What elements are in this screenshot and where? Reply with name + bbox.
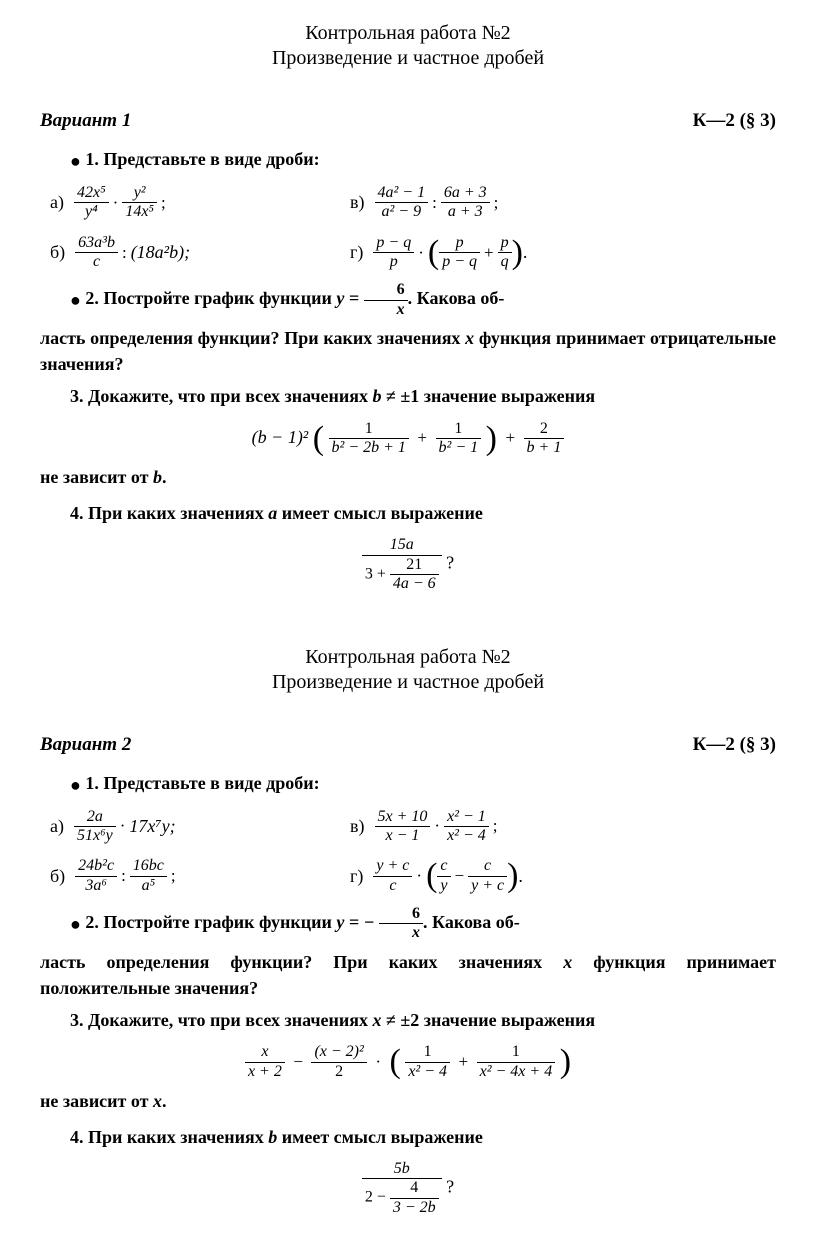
p4-text-b: имеет смысл выражение bbox=[282, 1127, 483, 1147]
problem-1v: в) 4a² − 1a² − 9 : 6a + 3a + 3 ; bbox=[340, 184, 640, 222]
problem-1-row-1: а) 42x⁵y⁴ · y²14x⁵ ; в) 4a² − 1a² − 9 : … bbox=[40, 180, 776, 226]
p3-text-b: значение выражения bbox=[424, 386, 595, 406]
p3-var: b bbox=[373, 386, 382, 406]
p2-text-a: Постройте график функции bbox=[103, 289, 336, 309]
p3-text-b: значение выражения bbox=[424, 1010, 595, 1030]
problem-number: 4. bbox=[70, 1127, 84, 1147]
p4-text-a: При каких значениях bbox=[88, 503, 268, 523]
p3-text-a: Докажите, что при всех значениях bbox=[88, 1010, 373, 1030]
problem-number: 3. bbox=[70, 386, 84, 406]
problem-1g: г) y + cc · ( cy − cy + c ). bbox=[340, 857, 640, 895]
problem-1v: в) 5x + 10x − 1 · x² − 1x² − 4 ; bbox=[340, 808, 640, 846]
bullet-icon: ● bbox=[70, 774, 81, 794]
problem-number: 2. bbox=[85, 289, 99, 309]
label-b: б) bbox=[50, 242, 65, 263]
problem-1-row-2: б) 24b²c3a⁶ : 16bca⁵ ; г) y + cc · ( cy … bbox=[40, 853, 776, 899]
y-equals: y = − bbox=[336, 912, 374, 932]
problem-1-head: ● 1. Представьте в виде дроби: bbox=[40, 770, 776, 798]
problem-1b: б) 63a³bc : (18a²b); bbox=[40, 234, 340, 272]
qmark: ? bbox=[446, 553, 454, 573]
problem-3: 3. Докажите, что при всех значениях x ≠ … bbox=[40, 1007, 776, 1033]
problem-3-equation: (b − 1)² ( 1b² − 2b + 1 + 1b² − 1 ) + 2b… bbox=[40, 420, 776, 458]
problem-1-text: Представьте в виде дроби: bbox=[103, 773, 319, 793]
problem-1b: б) 24b²c3a⁶ : 16bca⁵ ; bbox=[40, 857, 340, 895]
variant-label: Вариант 1 bbox=[40, 110, 131, 132]
label-g: г) bbox=[350, 242, 363, 263]
bullet-icon: ● bbox=[70, 290, 81, 310]
label-v: в) bbox=[350, 192, 365, 213]
text-17x7y: 17x⁷y; bbox=[129, 816, 175, 837]
label-a: а) bbox=[50, 192, 64, 213]
problem-number: 2. bbox=[85, 912, 99, 932]
p3-pre: (b − 1)² bbox=[252, 427, 309, 447]
problem-1g: г) p − qp · ( pp − q + pq ). bbox=[340, 234, 640, 272]
variant-header-row: Вариант 2 К—2 (§ 3) bbox=[40, 734, 776, 756]
problem-1-row-2: б) 63a³bc : (18a²b); г) p − qp · ( pp − … bbox=[40, 230, 776, 276]
p2-text-c: ласть определения функции? При каких зна… bbox=[40, 952, 563, 972]
label-a: а) bbox=[50, 816, 64, 837]
problem-3: 3. Докажите, что при всех значениях b ≠ … bbox=[40, 383, 776, 409]
label-b: б) bbox=[50, 866, 65, 887]
y-equals: y = bbox=[336, 289, 359, 309]
problem-3-equation: xx + 2 − (x − 2)²2 · ( 1x² − 4 + 1x² − 4… bbox=[40, 1043, 776, 1081]
p4-var: a bbox=[268, 503, 277, 523]
variant-header-row: Вариант 1 К—2 (§ 3) bbox=[40, 110, 776, 132]
problem-2-cont: ласть определения функции? При каких зна… bbox=[40, 325, 776, 377]
variant-2-block: Вариант 2 К—2 (§ 3) ● 1. Представьте в в… bbox=[40, 734, 776, 1218]
problem-2: ● 2. Постройте график функции y = − 6x. … bbox=[40, 905, 776, 943]
problem-1a: а) 2a51x⁶y · 17x⁷y; bbox=[40, 808, 340, 846]
p3-var: x bbox=[373, 1010, 382, 1030]
problem-4-equation: 5b 2 − 43 − 2b ? bbox=[40, 1160, 776, 1217]
k-label: К—2 (§ 3) bbox=[693, 110, 776, 132]
problem-4: 4. При каких значениях b имеет смысл выр… bbox=[40, 1124, 776, 1150]
problem-number: 4. bbox=[70, 503, 84, 523]
page-subtitle-2: Произведение и частное дробей bbox=[40, 671, 776, 694]
problem-1-text: Представьте в виде дроби: bbox=[103, 149, 319, 169]
problem-4: 4. При каких значениях a имеет смысл выр… bbox=[40, 500, 776, 526]
p2-text-c: ласть определения функции? При каких зна… bbox=[40, 328, 465, 348]
bullet-icon: ● bbox=[70, 914, 81, 934]
k-label: К—2 (§ 3) bbox=[693, 734, 776, 756]
label-v: в) bbox=[350, 816, 365, 837]
p4-text-b: имеет смысл выражение bbox=[282, 503, 483, 523]
problem-1-head: ● 1. Представьте в виде дроби: bbox=[40, 146, 776, 174]
x-var: x bbox=[465, 328, 474, 348]
p4-text-a: При каких значениях bbox=[88, 1127, 268, 1147]
variant-1-block: Вариант 1 К—2 (§ 3) ● 1. Представьте в в… bbox=[40, 110, 776, 594]
p3-cond: ≠ ±1 bbox=[382, 386, 420, 406]
label-g: г) bbox=[350, 866, 363, 887]
problem-2-cont: ласть определения функции? При каких зна… bbox=[40, 949, 776, 1001]
text-18a2b: (18a²b); bbox=[131, 242, 190, 263]
bullet-icon: ● bbox=[70, 151, 81, 171]
p3-text-a: Докажите, что при всех значениях bbox=[88, 386, 373, 406]
variant-label: Вариант 2 bbox=[40, 734, 131, 756]
problem-number: 3. bbox=[70, 1010, 84, 1030]
p2-text-b: . Какова об- bbox=[408, 289, 505, 309]
p2-text-b: . Какова об- bbox=[423, 912, 520, 932]
problem-3-tail: не зависит от b. bbox=[40, 467, 776, 488]
problem-1-row-1: а) 2a51x⁶y · 17x⁷y; в) 5x + 10x − 1 · x²… bbox=[40, 804, 776, 850]
p3-cond: ≠ ±2 bbox=[382, 1010, 420, 1030]
page-subtitle: Произведение и частное дробей bbox=[40, 47, 776, 70]
problem-number: 1. bbox=[85, 773, 99, 793]
problem-2: ● 2. Постройте график функции y = 6x. Ка… bbox=[40, 281, 776, 319]
problem-number: 1. bbox=[85, 149, 99, 169]
page-title: Контрольная работа №2 bbox=[40, 22, 776, 45]
p4-var: b bbox=[268, 1127, 277, 1147]
p2-text-a: Постройте график функции bbox=[103, 912, 336, 932]
problem-1a: а) 42x⁵y⁴ · y²14x⁵ ; bbox=[40, 184, 340, 222]
problem-3-tail: не зависит от x. bbox=[40, 1091, 776, 1112]
qmark: ? bbox=[446, 1177, 454, 1197]
x-var: x bbox=[563, 952, 572, 972]
problem-4-equation: 15a 3 + 214a − 6 ? bbox=[40, 536, 776, 593]
page-title-2: Контрольная работа №2 bbox=[40, 646, 776, 669]
